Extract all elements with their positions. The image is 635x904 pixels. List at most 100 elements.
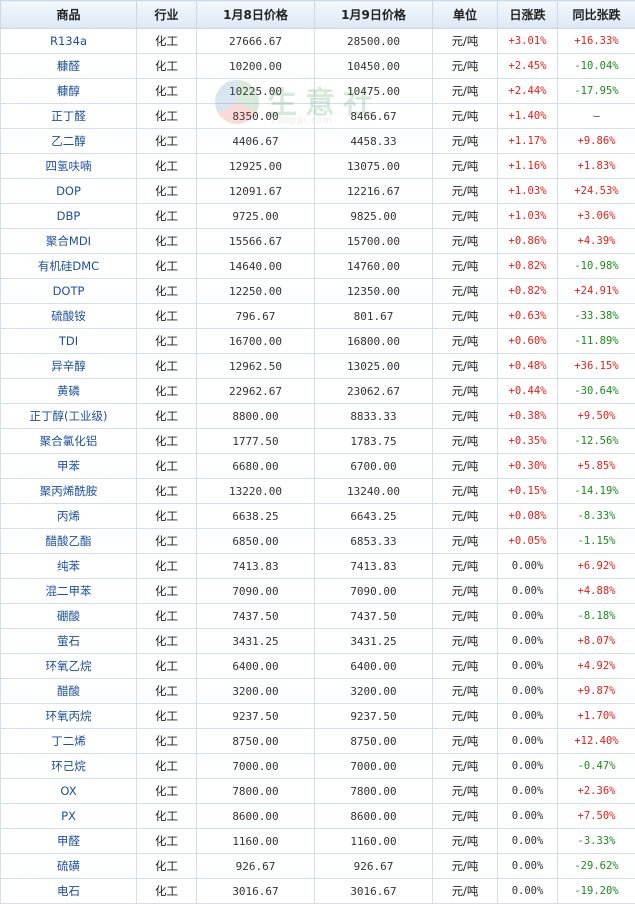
daily-change-cell: +0.35% [498,429,558,454]
unit-cell: 元/吨 [433,704,498,729]
commodity-link[interactable]: 环己烷 [1,754,137,779]
industry-cell: 化工 [137,204,197,229]
price-jan8-cell: 796.67 [197,304,315,329]
price-jan9-cell: 12216.67 [315,179,433,204]
commodity-link[interactable]: 硫磺 [1,854,137,879]
commodity-link[interactable]: DOTP [1,279,137,304]
price-jan9-cell: 12350.00 [315,279,433,304]
industry-cell: 化工 [137,254,197,279]
price-jan9-cell: 3200.00 [315,679,433,704]
yoy-change-cell: +4.39% [558,229,635,254]
commodity-link[interactable]: 正丁醛 [1,104,137,129]
commodity-link[interactable]: 丙烯 [1,504,137,529]
commodity-link[interactable]: 醋酸乙酯 [1,529,137,554]
commodity-link[interactable]: 硫酸铵 [1,304,137,329]
unit-cell: 元/吨 [433,654,498,679]
price-jan8-cell: 22962.67 [197,379,315,404]
industry-cell: 化工 [137,279,197,304]
commodity-link[interactable]: 四氢呋喃 [1,154,137,179]
price-jan8-cell: 12962.50 [197,354,315,379]
yoy-change-cell: -8.18% [558,604,635,629]
unit-cell: 元/吨 [433,754,498,779]
price-jan8-cell: 6400.00 [197,654,315,679]
commodity-link[interactable]: 醋酸 [1,679,137,704]
price-jan8-cell: 7000.00 [197,754,315,779]
commodity-link[interactable]: 环氧乙烷 [1,654,137,679]
unit-cell: 元/吨 [433,404,498,429]
commodity-link[interactable]: 萤石 [1,629,137,654]
yoy-change-cell: +24.53% [558,179,635,204]
unit-cell: 元/吨 [433,379,498,404]
commodity-link[interactable]: 环氧丙烷 [1,704,137,729]
commodity-link[interactable]: 正丁醇(工业级) [1,404,137,429]
commodity-link[interactable]: 糠醇 [1,79,137,104]
yoy-change-cell: -14.19% [558,479,635,504]
commodity-link[interactable]: 甲苯 [1,454,137,479]
yoy-change-cell: -17.95% [558,79,635,104]
daily-change-cell: +3.01% [498,29,558,54]
daily-change-cell: 0.00% [498,729,558,754]
commodity-link[interactable]: OX [1,779,137,804]
yoy-change-cell: +9.86% [558,129,635,154]
commodity-link[interactable]: 聚合氯化铝 [1,429,137,454]
unit-cell: 元/吨 [433,454,498,479]
commodity-link[interactable]: 有机硅DMC [1,254,137,279]
price-jan8-cell: 10200.00 [197,54,315,79]
price-jan9-cell: 7000.00 [315,754,433,779]
yoy-change-cell: -10.04% [558,54,635,79]
commodity-link[interactable]: 糠醛 [1,54,137,79]
yoy-change-cell: +4.88% [558,579,635,604]
price-jan8-cell: 1160.00 [197,829,315,854]
daily-change-cell: 0.00% [498,879,558,904]
industry-cell: 化工 [137,329,197,354]
commodity-link[interactable]: R134a [1,29,137,54]
price-jan9-cell: 3431.25 [315,629,433,654]
industry-cell: 化工 [137,804,197,829]
price-jan8-cell: 3431.25 [197,629,315,654]
yoy-change-cell: +8.07% [558,629,635,654]
industry-cell: 化工 [137,429,197,454]
commodity-link[interactable]: 聚丙烯酰胺 [1,479,137,504]
commodity-link[interactable]: 甲醛 [1,829,137,854]
price-jan9-cell: 23062.67 [315,379,433,404]
commodity-link[interactable]: DOP [1,179,137,204]
commodity-link[interactable]: PX [1,804,137,829]
commodity-link[interactable]: 混二甲苯 [1,579,137,604]
daily-change-cell: 0.00% [498,829,558,854]
unit-cell: 元/吨 [433,254,498,279]
commodity-link[interactable]: 纯苯 [1,554,137,579]
industry-cell: 化工 [137,704,197,729]
commodity-link[interactable]: 异辛醇 [1,354,137,379]
yoy-change-cell: +3.06% [558,204,635,229]
commodity-link[interactable]: DBP [1,204,137,229]
industry-cell: 化工 [137,54,197,79]
unit-cell: 元/吨 [433,604,498,629]
commodity-link[interactable]: 硼酸 [1,604,137,629]
commodity-link[interactable]: 乙二醇 [1,129,137,154]
unit-cell: 元/吨 [433,804,498,829]
daily-change-cell: 0.00% [498,779,558,804]
commodity-link[interactable]: 黄磷 [1,379,137,404]
commodity-link[interactable]: 丁二烯 [1,729,137,754]
daily-change-cell: +1.16% [498,154,558,179]
industry-cell: 化工 [137,304,197,329]
industry-cell: 化工 [137,754,197,779]
commodity-link[interactable]: 聚合MDI [1,229,137,254]
unit-cell: 元/吨 [433,579,498,604]
unit-cell: 元/吨 [433,854,498,879]
daily-change-cell: +1.03% [498,179,558,204]
commodity-link[interactable]: 电石 [1,879,137,904]
price-jan9-cell: 10475.00 [315,79,433,104]
commodity-link[interactable]: TDI [1,329,137,354]
